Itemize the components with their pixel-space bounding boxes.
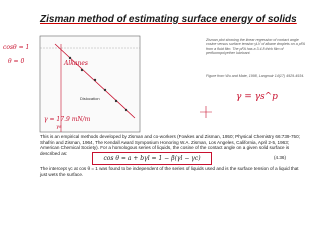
pen-mark — [200, 106, 212, 118]
paragraph: The intercept γc at cos θ = 1 was found … — [40, 166, 299, 177]
figure-source: Figure from Wu and Mate, 1998, Langmuir … — [206, 74, 305, 78]
plot-frame — [39, 35, 141, 133]
figure — [39, 35, 212, 133]
annotation: γ = 17.9 mN/m — [44, 116, 91, 123]
data-points — [68, 56, 128, 112]
equation: cos θ = a + bγl = 1 − β(γl − γc) — [92, 152, 212, 165]
annotation: Alkanes — [64, 60, 88, 67]
annotation: γs — [56, 124, 62, 130]
slide-title: Zisman method of estimating surface ener… — [40, 14, 297, 25]
annotation: cosθ = 1 — [3, 44, 30, 51]
plot-label: Dislocation — [80, 96, 100, 101]
annotation: θ = 0 — [8, 58, 25, 65]
annotation: γ = γs^p — [236, 92, 278, 102]
figure-caption: Zisman plot showing the linear regressio… — [206, 38, 305, 56]
slide: {"header": {"title": "Zisman method of e… — [3, 14, 305, 177]
equation-number: (4.36) — [274, 155, 287, 160]
paragraph: This is an empirical methods developed b… — [40, 134, 300, 156]
